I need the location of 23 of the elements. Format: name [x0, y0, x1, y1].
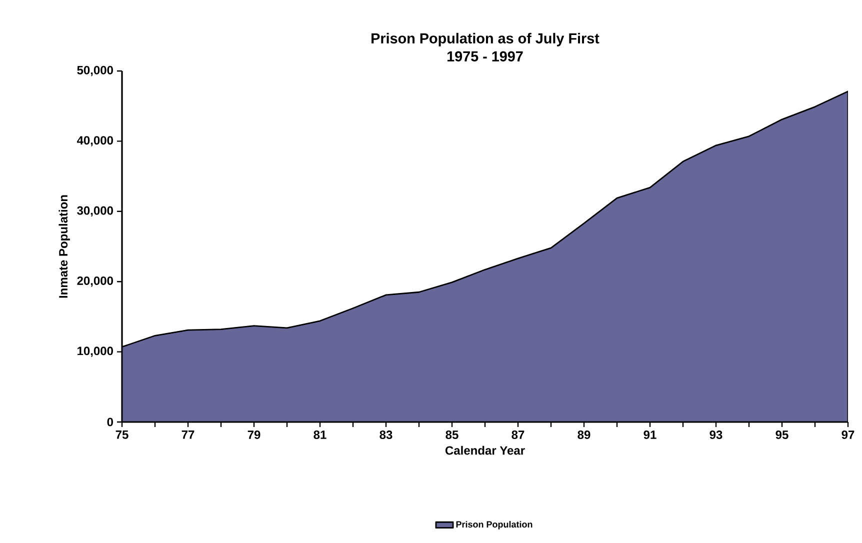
x-tick-label: 81 — [314, 430, 326, 440]
x-tick-label: 93 — [710, 430, 722, 440]
x-tick-label: 91 — [644, 430, 656, 440]
x-tick-label: 77 — [182, 430, 194, 439]
x-tick-label: 89 — [578, 430, 590, 440]
y-tick-label: 20,000 — [77, 276, 113, 287]
y-tick-label: 0 — [107, 418, 113, 426]
y-axis-title: Inmate Population — [58, 195, 70, 298]
x-tick-label: 97 — [842, 430, 854, 440]
chart-title: Prison Population as of July First — [372, 32, 600, 46]
x-tick-label: 85 — [446, 430, 458, 440]
x-tick-label: 79 — [248, 430, 260, 440]
x-tick-label: 87 — [512, 430, 524, 440]
x-tick-label: 95 — [776, 430, 788, 440]
y-tick-label: 40,000 — [76, 136, 113, 146]
chart-subtitle: 1975 - 1997 — [447, 51, 523, 62]
y-tick-label: 30,000 — [77, 206, 113, 217]
legend-label: Prison Population — [456, 520, 532, 530]
x-tick-label: 83 — [380, 430, 392, 440]
x-tick-label: 75 — [116, 430, 128, 439]
y-tick-label: 50,000 — [77, 66, 113, 76]
y-tick-label: 10,000 — [78, 346, 113, 357]
x-axis-title: Calendar Year — [445, 446, 525, 455]
